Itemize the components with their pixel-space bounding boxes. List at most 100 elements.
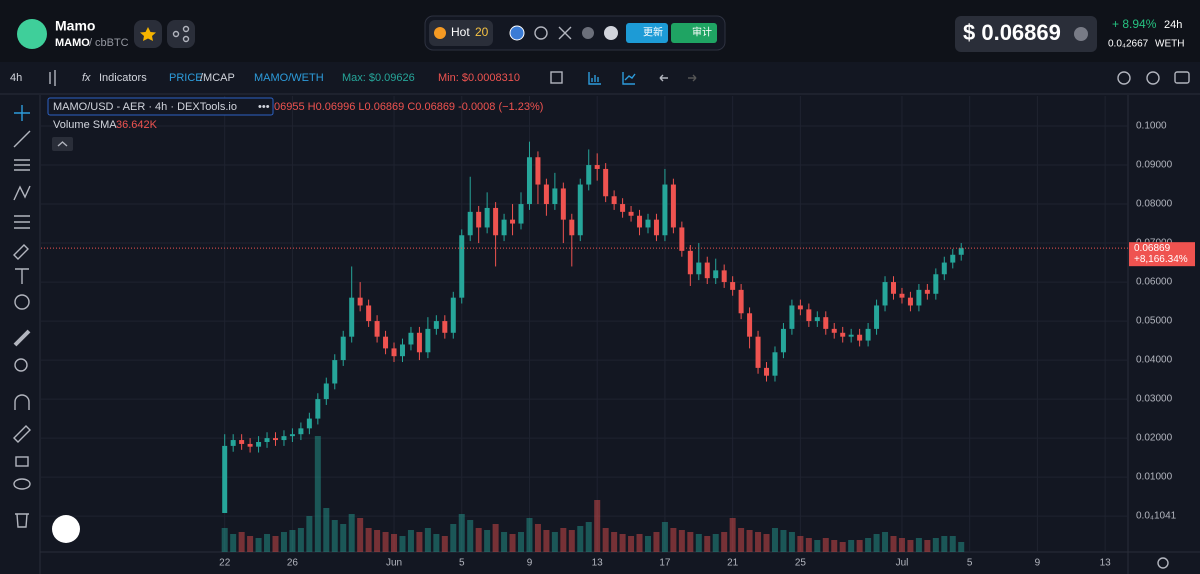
volume-bar <box>492 524 499 552</box>
more-icon[interactable] <box>604 26 618 40</box>
brush-tool[interactable] <box>13 244 29 260</box>
trash-tool[interactable] <box>15 513 29 528</box>
tool-icon[interactable] <box>1117 71 1131 85</box>
info-icon[interactable] <box>1074 27 1088 41</box>
eye-tool[interactable] <box>13 478 31 490</box>
volume-bar <box>890 536 897 552</box>
camera-icon[interactable] <box>1174 71 1190 84</box>
magnet-tool[interactable] <box>14 394 30 410</box>
line-tool[interactable] <box>13 130 31 148</box>
candle-body <box>679 227 685 251</box>
candle-body <box>780 328 786 353</box>
token-name: Mamo <box>55 18 95 34</box>
volume-bar <box>873 534 880 552</box>
volume-bar <box>323 508 330 552</box>
legend-more[interactable]: ••• <box>258 101 270 113</box>
fib-tool[interactable] <box>14 215 30 229</box>
lock-tool[interactable] <box>15 456 29 467</box>
candle-body <box>264 438 270 442</box>
volume-bar <box>602 528 609 552</box>
volume-bar <box>509 534 516 552</box>
max-price: Max: $0.09626 <box>342 72 415 84</box>
draw-lock-tool[interactable] <box>13 425 31 443</box>
line-icon[interactable] <box>622 72 636 85</box>
volume-bar <box>306 516 313 552</box>
web-icon[interactable] <box>534 26 548 40</box>
update-label: 更新 <box>643 26 663 39</box>
last-price-label: 0.06869 <box>1134 243 1171 254</box>
volume-bar <box>585 522 592 552</box>
text-tool[interactable] <box>15 268 29 284</box>
candle-body <box>484 207 490 228</box>
candle-body <box>399 344 405 357</box>
x-tick-label: 22 <box>219 558 231 569</box>
change-24h: + 8.94% <box>1112 17 1157 31</box>
bar-icon[interactable] <box>588 72 601 85</box>
candle-body <box>950 254 956 263</box>
candle-body <box>560 188 566 220</box>
update-button[interactable] <box>626 23 668 43</box>
undo-icon[interactable] <box>659 74 668 82</box>
volume-bar <box>704 536 711 552</box>
candle-body <box>281 436 287 441</box>
volume-bar <box>391 534 398 552</box>
candle-body <box>611 196 617 205</box>
candle-icon[interactable] <box>49 70 56 86</box>
chart-title: MAMO/USD - AER · 4h · DEXTools.io <box>53 101 237 113</box>
candle-body <box>467 211 473 236</box>
channel-tool[interactable] <box>14 159 30 171</box>
telegram-icon[interactable] <box>582 27 594 39</box>
volume-bar <box>738 528 745 552</box>
candle-body <box>704 262 710 279</box>
y-tick-label: 0.02000 <box>1136 433 1173 444</box>
volume-bar <box>611 532 618 552</box>
axis-settings[interactable] <box>1157 557 1169 569</box>
volume-bar <box>932 538 939 552</box>
pattern-tool[interactable] <box>13 185 31 201</box>
volume-bar <box>484 530 491 552</box>
volume-bar <box>941 536 948 552</box>
volume-bar <box>272 536 279 552</box>
volume-bar <box>297 528 304 552</box>
volume-bar <box>264 534 271 552</box>
x-icon[interactable] <box>558 26 572 40</box>
candle-body <box>823 317 829 329</box>
y-tick-label: 0.09000 <box>1136 160 1173 171</box>
settings-icon[interactable] <box>1146 71 1160 85</box>
interval[interactable]: 4h <box>10 72 22 84</box>
candle-body <box>747 313 753 337</box>
chain-icon[interactable] <box>509 25 525 41</box>
fullscreen-icon[interactable] <box>550 71 563 84</box>
indicators[interactable]: Indicators <box>99 72 147 84</box>
volume-bar <box>755 532 762 552</box>
volume-bar <box>797 536 804 552</box>
crosshair-tool[interactable] <box>14 105 30 121</box>
volume-bar <box>560 528 567 552</box>
candle-body <box>493 207 499 236</box>
candle-body <box>653 219 659 236</box>
volume-bar <box>729 518 736 552</box>
zoom-tool[interactable] <box>14 358 28 372</box>
collapse-button[interactable] <box>52 137 73 151</box>
pair-toggle[interactable]: MAMO/WETH <box>254 72 324 84</box>
ruler-tool[interactable] <box>13 329 31 347</box>
x-tick-label: 9 <box>1035 558 1041 569</box>
candle-body <box>273 438 279 441</box>
price-toggle[interactable]: PRICE <box>169 72 203 84</box>
mcap-toggle[interactable]: /MCAP <box>200 72 235 84</box>
share-button[interactable] <box>167 20 195 48</box>
y-tick-label: 0.08000 <box>1136 199 1173 210</box>
emoji-tool[interactable] <box>14 294 30 310</box>
redo-icon[interactable] <box>688 74 697 82</box>
audit-button[interactable] <box>671 23 717 43</box>
candle-body <box>526 157 532 205</box>
x-tick-label: Jul <box>896 558 909 569</box>
star-icon <box>140 27 156 41</box>
volume-bar <box>898 538 905 552</box>
volume-bar <box>594 500 601 552</box>
volume-bar <box>357 518 364 552</box>
volume-bar <box>924 540 931 552</box>
volume-label: Volume SMA <box>53 119 117 131</box>
candle-body <box>374 321 380 337</box>
hot-button[interactable] <box>429 20 493 46</box>
